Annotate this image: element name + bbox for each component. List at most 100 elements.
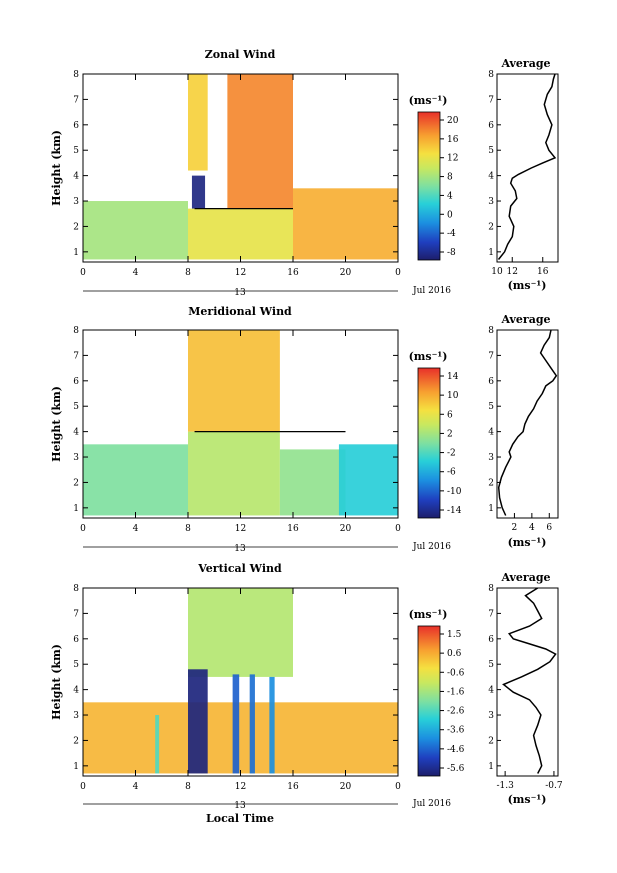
meridional-cbar-tick-4: -2: [447, 449, 456, 459]
vertical-avg-ytick-5: 6: [488, 635, 494, 645]
zonal-title: Zonal Wind: [205, 48, 276, 61]
zonal-cell-3: [227, 74, 293, 209]
zonal-avg-ytick-0: 1: [488, 248, 494, 258]
meridional-cbar-tick-0: 14: [447, 372, 459, 382]
meridional-xtick-4: 16: [287, 524, 299, 534]
zonal-cbar-tick-3: 8: [447, 173, 453, 183]
meridional-title: Meridional Wind: [188, 305, 292, 318]
zonal-cbar-tick-7: -8: [447, 248, 456, 258]
meridional-cell-0: [83, 444, 188, 516]
meridional-ytick-4: 5: [73, 402, 79, 412]
zonal-cell-2: [191, 175, 206, 209]
meridional-ytick-6: 7: [73, 351, 79, 361]
meridional-avg-ytick-4: 5: [488, 402, 494, 412]
meridional-xtick-1: 4: [133, 524, 139, 534]
meridional-cbar-tick-5: -6: [447, 468, 456, 478]
vertical-cbar-tick-2: -0.6: [447, 668, 465, 678]
vertical-avg-ytick-3: 4: [488, 686, 494, 696]
zonal-cbar-tick-2: 12: [447, 154, 458, 164]
vertical-avg-title: Average: [500, 571, 550, 584]
vertical-day-label: 13: [234, 801, 246, 811]
zonal-avg-ytick-4: 5: [488, 146, 494, 156]
vertical-xtick-5: 20: [340, 782, 352, 792]
vertical-avg-xtick-0: -1.3: [496, 781, 514, 791]
zonal-xtick-3: 12: [235, 268, 246, 278]
meridional-cell-2: [188, 330, 280, 432]
meridional-cbar-tick-3: 2: [447, 429, 453, 439]
vertical-xlabel: Local Time: [206, 812, 274, 825]
zonal-avg-xlabel: (ms⁻¹): [508, 279, 547, 292]
zonal-ytick-5: 6: [73, 121, 79, 131]
vertical-ytick-1: 2: [73, 736, 79, 746]
meridional-avg-ytick-3: 4: [488, 428, 494, 438]
meridional-avg-ytick-0: 1: [488, 504, 494, 514]
meridional-date-label: Jul 2016: [412, 542, 451, 552]
vertical-avg-ytick-4: 5: [488, 660, 494, 670]
vertical-colorbar: [417, 625, 441, 777]
meridional-xtick-5: 20: [340, 524, 352, 534]
vertical-cbar-unit: (ms⁻¹): [409, 608, 448, 621]
vertical-cbar-tick-7: -5.6: [447, 764, 465, 774]
zonal-xtick-4: 16: [287, 268, 299, 278]
zonal-ytick-6: 7: [73, 95, 79, 105]
vertical-ytick-2: 3: [73, 711, 79, 721]
meridional-ytick-5: 6: [73, 377, 79, 387]
meridional-cbar-tick-7: -14: [447, 506, 462, 516]
zonal-cbar-tick-5: 0: [447, 210, 453, 220]
zonal-date-label: Jul 2016: [412, 286, 451, 296]
zonal-cbar-tick-4: 4: [447, 191, 453, 201]
zonal-cbar-tick-6: -4: [447, 229, 456, 239]
vertical-cbar-tick-1: 0.6: [447, 649, 462, 659]
zonal-avg-ytick-7: 8: [488, 70, 494, 80]
meridional-day-label: 13: [234, 544, 246, 554]
meridional-avg-ytick-6: 7: [488, 351, 494, 361]
zonal-cell-4: [293, 188, 398, 260]
zonal-cell-1: [188, 74, 208, 171]
vertical-date-label: Jul 2016: [412, 799, 451, 809]
vertical-xtick-6: 0: [395, 782, 401, 792]
zonal-ytick-4: 5: [73, 146, 79, 156]
meridional-ytick-3: 4: [73, 428, 79, 438]
zonal-cbar-tick-0: 20: [447, 116, 459, 126]
vertical-cbar-tick-0: 1.5: [447, 630, 462, 640]
meridional-avg-xtick-2: 6: [546, 523, 552, 533]
meridional-cbar-ticks: 14 10 6 2 -2 -6 -10 -14: [440, 372, 462, 516]
vertical-cbar-tick-4: -2.6: [447, 707, 465, 717]
meridional-cbar-unit: (ms⁻¹): [409, 350, 448, 363]
meridional-avg-xlabel: (ms⁻¹): [508, 536, 547, 549]
vertical-ylabel: Height (km): [50, 644, 63, 720]
vertical-avg-ytick-0: 1: [488, 762, 494, 772]
meridional-cell-3: [279, 449, 346, 516]
vertical-cell-2: [188, 669, 208, 774]
zonal-day-label: 13: [234, 288, 246, 298]
vertical-cbar-tick-3: -1.6: [447, 687, 465, 697]
meridional-ytick-2: 3: [73, 453, 79, 463]
meridional-avg-ytick-5: 6: [488, 377, 494, 387]
meridional-ytick-1: 2: [73, 478, 79, 488]
vertical-xtick-1: 4: [133, 782, 139, 792]
vertical-xtick-3: 12: [235, 782, 246, 792]
zonal-avg-ytick-3: 4: [488, 172, 494, 182]
zonal-xtick-6: 0: [395, 268, 401, 278]
zonal-cbar-tick-1: 16: [447, 135, 459, 145]
meridional-avg-ytick-2: 3: [488, 453, 494, 463]
zonal-avg-ytick-5: 6: [488, 121, 494, 131]
meridional-avg-xtick-1: 4: [529, 523, 535, 533]
zonal-ytick-1: 2: [73, 222, 79, 232]
vertical-title: Vertical Wind: [197, 562, 282, 575]
zonal-cbar-unit: (ms⁻¹): [409, 94, 448, 107]
zonal-xtick-0: 0: [80, 268, 86, 278]
vertical-xtick-4: 16: [287, 782, 299, 792]
vertical-ytick-3: 4: [73, 686, 79, 696]
vertical-average: 1 2 3 4 5 6 7 8 -1.3 -0.7: [488, 584, 563, 791]
meridional-avg-ytick-7: 8: [488, 326, 494, 336]
zonal-avg-xtick-0: 10: [491, 267, 503, 277]
